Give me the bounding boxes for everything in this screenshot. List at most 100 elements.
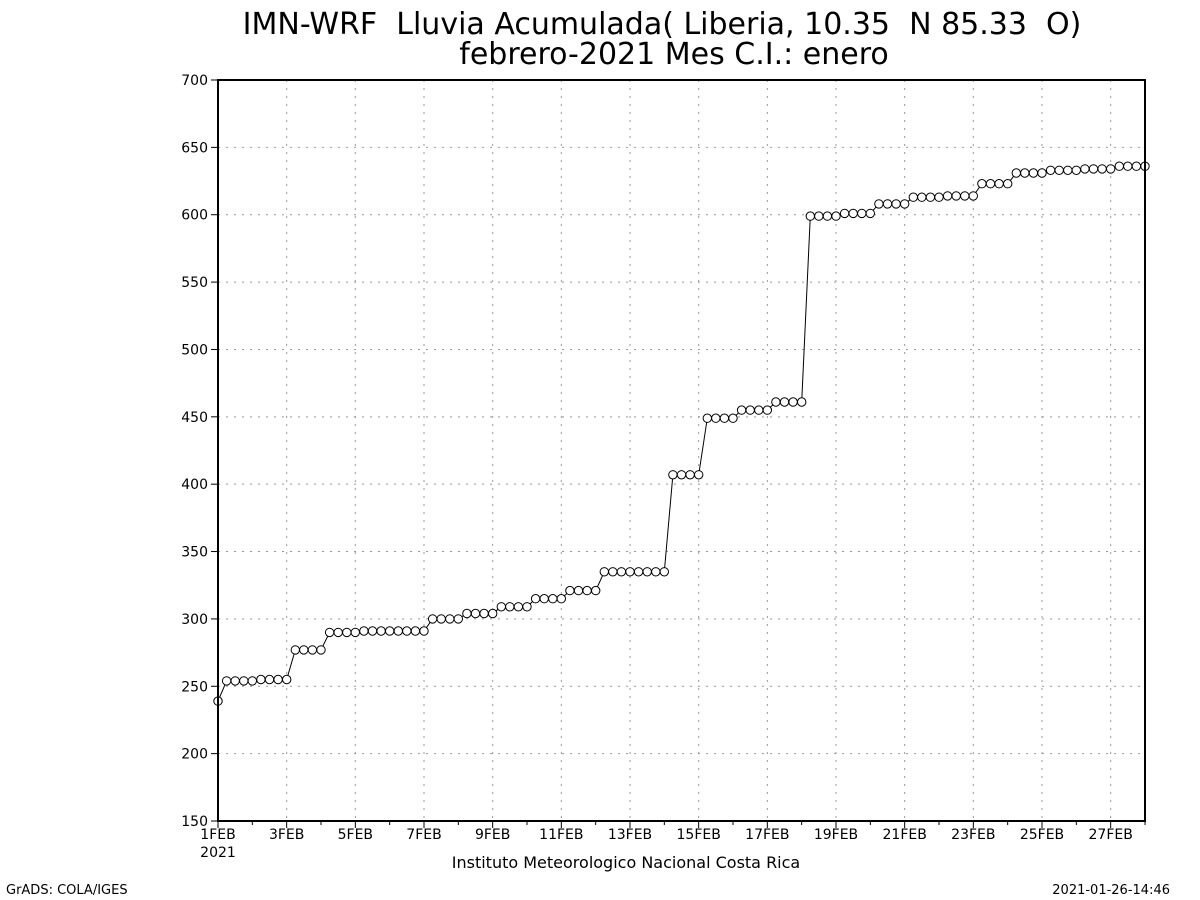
data-point <box>1114 161 1125 171</box>
data-point <box>453 614 463 624</box>
y-tick-label: 350 <box>181 545 208 561</box>
y-tick-label: 250 <box>181 679 208 695</box>
data-point <box>1106 164 1116 174</box>
data-point <box>848 208 858 219</box>
data-point <box>393 626 403 636</box>
series-line-0 <box>217 165 1145 702</box>
x-tick-label: 17FEB <box>745 827 789 843</box>
data-point <box>1088 164 1099 174</box>
x-tick-label: 9FEB <box>475 827 510 843</box>
data-point <box>1037 168 1047 178</box>
data-point <box>1045 165 1056 176</box>
data-point <box>642 567 652 577</box>
data-point <box>668 470 678 480</box>
data-point <box>548 594 558 604</box>
data-point <box>599 567 609 577</box>
data-point <box>625 567 635 577</box>
data-point <box>994 179 1004 189</box>
data-point <box>273 674 283 685</box>
data-point <box>1003 179 1013 189</box>
data-point <box>479 608 489 619</box>
data-point <box>960 191 970 201</box>
data-point <box>462 608 472 619</box>
data-point <box>934 192 944 202</box>
data-point <box>290 645 300 655</box>
x-tick-label: 5FEB <box>338 827 373 843</box>
data-point <box>805 211 815 221</box>
x-tick-label: 11FEB <box>539 827 583 843</box>
data-point <box>385 626 395 636</box>
data-point <box>1123 161 1133 171</box>
data-point <box>1131 161 1142 171</box>
x-tick-label: 25FEB <box>1020 827 1064 843</box>
data-point <box>616 567 627 577</box>
data-point <box>256 674 266 685</box>
data-point <box>659 567 669 577</box>
data-point <box>736 405 747 415</box>
data-point <box>342 627 352 638</box>
data-point <box>651 567 661 577</box>
data-point <box>367 626 378 636</box>
data-point <box>530 594 541 604</box>
x-tick-label: 13FEB <box>608 827 652 843</box>
data-point <box>925 192 936 202</box>
data-point <box>299 645 309 655</box>
plot-frame <box>217 79 1146 822</box>
y-tick-label: 600 <box>181 208 208 224</box>
data-point <box>1097 164 1107 174</box>
data-point <box>771 397 781 407</box>
data-point <box>402 626 412 636</box>
data-point <box>419 626 429 636</box>
data-point <box>814 211 824 221</box>
x-tick-label: 7FEB <box>406 827 441 843</box>
data-point <box>685 470 695 480</box>
data-point <box>985 179 996 189</box>
data-point <box>1054 165 1064 176</box>
y-tick-label: 150 <box>181 814 208 830</box>
data-point <box>942 191 953 201</box>
data-point <box>221 676 232 686</box>
data-point <box>865 208 875 219</box>
data-point <box>376 626 386 636</box>
data-point <box>977 179 987 189</box>
x-tick-label: 21FEB <box>883 827 927 843</box>
data-point <box>882 199 893 209</box>
data-point <box>307 645 318 655</box>
x-axis-year-label: 2021 <box>200 845 236 861</box>
data-point <box>839 208 850 219</box>
data-point <box>900 199 910 209</box>
grid <box>218 80 1145 821</box>
data-point <box>857 208 867 219</box>
data-point <box>264 674 275 685</box>
y-tick-label: 400 <box>181 477 208 493</box>
data-point <box>324 627 335 638</box>
data-point <box>239 676 249 686</box>
right-credit: 2021-01-26-14:46 <box>1052 883 1170 898</box>
data-point <box>676 470 687 480</box>
data-point <box>573 585 584 596</box>
data-point <box>917 192 927 202</box>
data-point <box>1028 168 1039 178</box>
data-point <box>488 608 498 619</box>
data-point <box>951 191 961 201</box>
data-point <box>410 626 421 636</box>
series-layer <box>213 161 1150 706</box>
x-tick-label: 15FEB <box>677 827 721 843</box>
data-point <box>702 413 712 423</box>
data-point <box>565 585 575 596</box>
x-tick-label: 19FEB <box>814 827 858 843</box>
data-point <box>719 413 730 423</box>
data-point <box>282 674 292 685</box>
data-point <box>350 627 360 638</box>
data-point <box>1063 165 1073 176</box>
data-point <box>591 585 601 596</box>
data-point <box>788 397 798 407</box>
data-point <box>874 199 884 209</box>
data-point <box>316 645 326 655</box>
data-point <box>359 626 369 636</box>
axes: 150 200 250 300 350 400 450 500 550 600 650 700 1FEB… <box>181 73 1146 843</box>
y-tick-label: 300 <box>181 612 208 628</box>
data-point <box>711 413 721 423</box>
y-tick-label: 550 <box>181 275 208 291</box>
